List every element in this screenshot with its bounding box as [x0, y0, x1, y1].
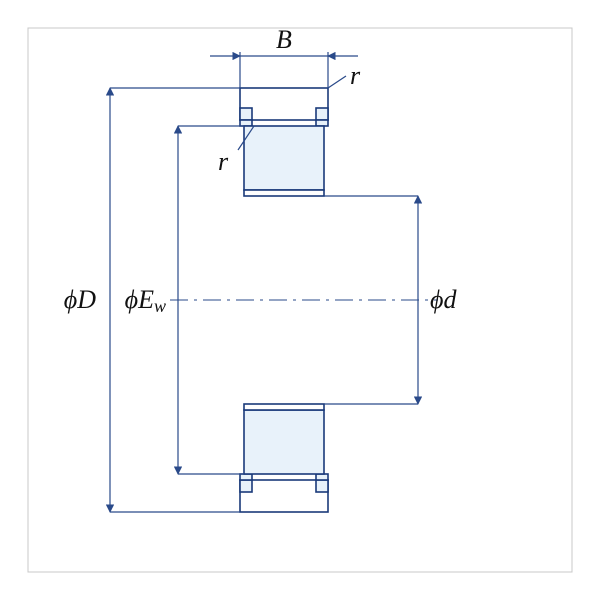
label-B: B [276, 25, 292, 54]
label-phiEw: ϕEw [125, 285, 166, 316]
label-r-inner: r [218, 147, 229, 176]
label-phiD: ϕD [64, 285, 96, 314]
label-phid: ϕd [430, 285, 457, 314]
bearing-cross-section-diagram: Br r ϕD ϕEw ϕd [0, 0, 600, 600]
label-r-outer: r [350, 61, 361, 90]
